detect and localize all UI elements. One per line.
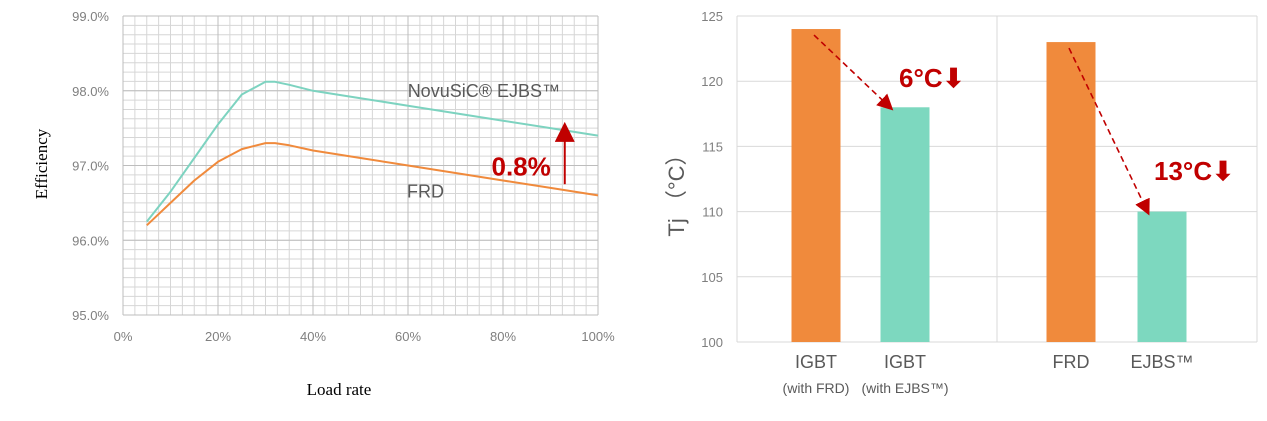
junction-temperature-chart: 100 105 110 115 120 125 Tj （°C） IGBT (with FRD) I…	[634, 0, 1267, 416]
x-tick-label: 20%	[205, 329, 231, 344]
bar-0-1	[880, 107, 930, 342]
difference-arrow	[813, 34, 894, 111]
bar-label: FRD	[1053, 352, 1090, 372]
series-label-ejbs: NovuSiC® EJBS™	[408, 81, 560, 101]
series-line-frd	[146, 142, 599, 227]
y-tick-label: 115	[702, 139, 723, 154]
x-tick-label: 60%	[395, 329, 421, 344]
bar-1-1	[1137, 211, 1187, 342]
x-axis-title: Load rate	[307, 380, 372, 399]
bar-sublabel: (with FRD)	[783, 380, 850, 396]
x-tick-label: 40%	[300, 329, 326, 344]
difference-label: 6°C⬇	[899, 63, 964, 93]
y-tick-label: 97.0%	[72, 159, 109, 174]
bar-label: EJBS™	[1130, 352, 1193, 372]
efficiency-chart-svg: 95.0% 96.0% 97.0% 98.0% 99.0% 0% 20% 40% 60% 80% 1…	[32, 9, 615, 399]
bar-1-0	[1046, 42, 1096, 343]
y-tick-label: 96.0%	[72, 233, 109, 248]
bar-label: IGBT	[795, 352, 837, 372]
x-tick-label: 80%	[490, 329, 516, 344]
y-tick-label: 95.0%	[72, 308, 109, 323]
bar-label: IGBT	[884, 352, 926, 372]
y-axis-title: Efficiency	[32, 128, 51, 199]
y-tick-label: 99.0%	[72, 9, 109, 24]
x-tick-label: 100%	[581, 329, 615, 344]
difference-label: 0.8%	[491, 152, 550, 182]
difference-label: 13°C⬇	[1154, 156, 1234, 186]
y-tick-label: 100	[701, 335, 723, 350]
series-line-ejbs	[146, 80, 599, 223]
y-tick-label: 120	[701, 74, 723, 89]
y-axis-title: Tj （°C）	[664, 143, 689, 236]
y-tick-label: 125	[701, 9, 723, 24]
difference-arrow	[1068, 47, 1150, 216]
bar-sublabel: (with EJBS™)	[861, 380, 948, 396]
y-tick-label: 105	[701, 270, 723, 285]
efficiency-chart: 95.0% 96.0% 97.0% 98.0% 99.0% 0% 20% 40% 60% 80% 1…	[0, 0, 634, 416]
y-tick-label: 110	[702, 205, 723, 220]
junction-temperature-chart-svg: 100 105 110 115 120 125 Tj （°C） IGBT (with FRD) I…	[664, 9, 1258, 396]
y-tick-label: 98.0%	[72, 84, 109, 99]
series-label-frd: FRD	[407, 182, 444, 202]
bar-0-0	[791, 29, 841, 342]
x-tick-label: 0%	[114, 329, 133, 344]
